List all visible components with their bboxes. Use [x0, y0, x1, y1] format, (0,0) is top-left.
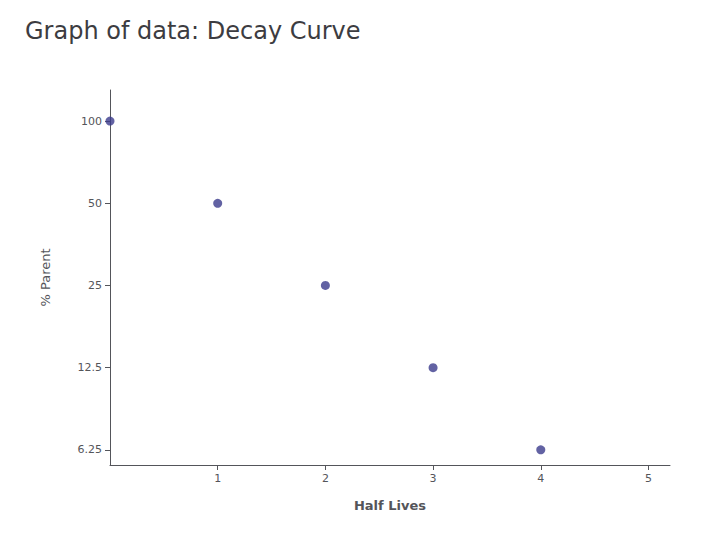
svg-text:Graph of data: Decay Curve: Graph of data: Decay Curve	[25, 17, 361, 45]
svg-text:50: 50	[88, 197, 102, 210]
svg-text:1: 1	[214, 472, 221, 485]
svg-text:% Parent: % Parent	[38, 248, 53, 306]
svg-text:5: 5	[645, 472, 652, 485]
svg-text:100: 100	[81, 115, 102, 128]
svg-text:2: 2	[322, 472, 329, 485]
svg-text:6.25: 6.25	[78, 443, 103, 456]
svg-text:25: 25	[88, 279, 102, 292]
svg-text:Half Lives: Half Lives	[354, 498, 426, 513]
svg-text:3: 3	[430, 472, 437, 485]
svg-text:4: 4	[537, 472, 544, 485]
svg-text:12.5: 12.5	[78, 361, 103, 374]
